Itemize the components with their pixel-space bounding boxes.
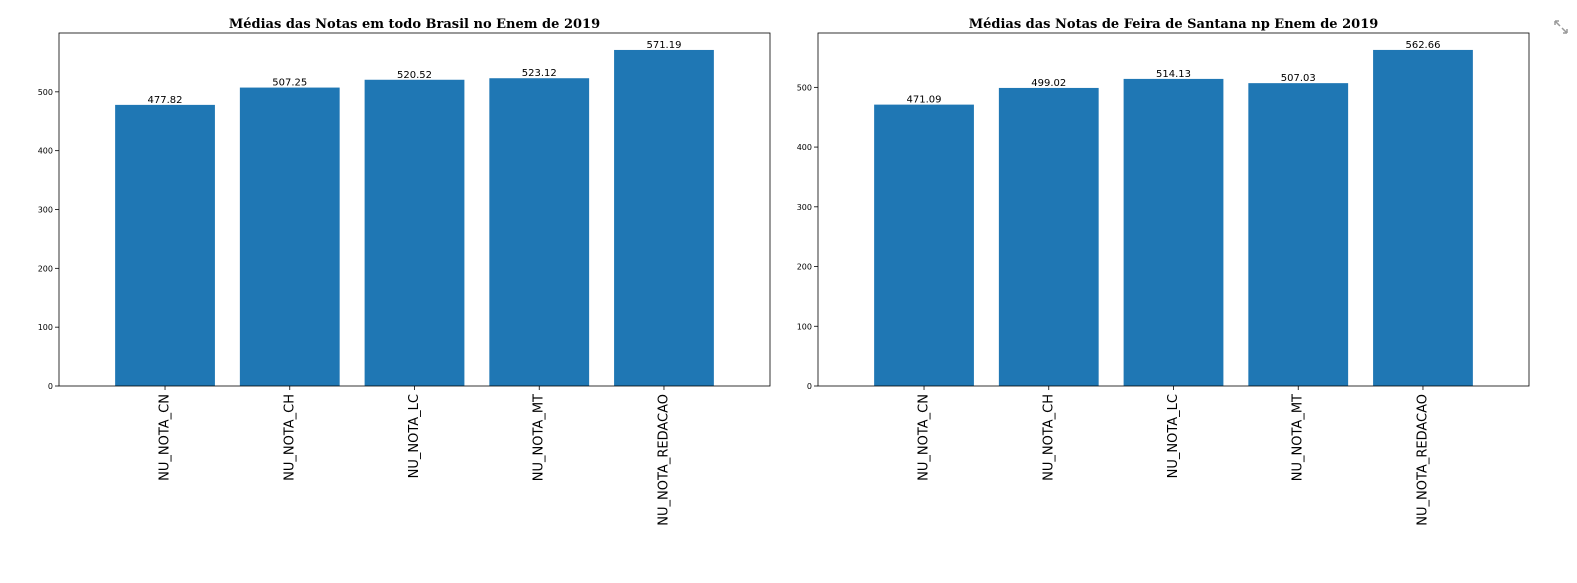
chart-brasil: Médias das Notas em todo Brasil no Enem … [38,17,771,526]
y-tick-label: 300 [797,203,812,212]
x-tick-label: NU_NOTA_REDACAO [656,394,671,526]
chart-feira-de-santana: Médias das Notas de Feira de Santana np … [797,17,1530,526]
data-label: 507.03 [1281,73,1316,84]
bar [874,104,974,387]
x-tick-label: NU_NOTA_CN [917,394,932,481]
data-label: 499.02 [1031,78,1066,89]
y-axis-feira: 0 100 200 300 400 500 [797,83,818,391]
chart-title-feira: Médias das Notas de Feira de Santana np … [969,17,1379,32]
chart-title-brasil: Médias das Notas em todo Brasil no Enem … [229,17,600,32]
y-tick-label: 500 [797,83,812,92]
data-label: 523.12 [522,68,557,79]
bars-feira: 471.09 499.02 514.13 507.03 562.66 [874,40,1473,387]
y-tick-label: 400 [38,147,53,156]
bar [614,49,714,386]
expand-icon[interactable] [1553,19,1569,35]
data-label: 562.66 [1405,40,1440,51]
axes-frame-brasil [58,32,771,387]
data-label: 571.19 [646,40,681,51]
bar [489,78,590,386]
bar [1373,49,1473,387]
bar [998,87,1099,386]
bar [1248,83,1349,387]
y-tick-label: 0 [48,382,53,391]
y-tick-label: 200 [38,264,53,273]
bar [364,79,465,386]
bar [1123,78,1224,386]
y-tick-label: 0 [807,382,812,391]
x-tick-label: NU_NOTA_MT [532,394,547,481]
bar [239,87,340,386]
y-tick-label: 500 [38,88,53,97]
data-label: 477.82 [148,95,183,106]
x-tick-label: NU_NOTA_MT [1291,394,1306,481]
x-axis-feira: NU_NOTA_CN NU_NOTA_CH NU_NOTA_LC NU_NOTA_MT… [917,386,1430,526]
x-tick-label: NU_NOTA_LC [1166,394,1181,478]
x-tick-label: NU_NOTA_LC [407,394,422,478]
y-tick-label: 400 [797,143,812,152]
x-axis-brasil: NU_NOTA_CN NU_NOTA_CH NU_NOTA_LC NU_NOTA_MT… [158,386,671,526]
x-tick-label: NU_NOTA_CH [282,394,297,481]
data-label: 507.25 [272,78,307,89]
data-label: 471.09 [907,95,942,106]
x-tick-label: NU_NOTA_CH [1041,394,1056,481]
data-label: 520.52 [397,70,432,81]
y-tick-label: 200 [797,263,812,272]
y-tick-label: 100 [797,322,812,331]
y-tick-label: 300 [38,206,53,215]
axes-frame-feira [817,32,1530,387]
bars-brasil: 477.82 507.25 520.52 523.12 571.19 [115,40,714,386]
bar [115,104,215,386]
y-axis-brasil: 0 100 200 300 400 500 [38,88,59,391]
y-tick-label: 100 [38,323,53,332]
data-label: 514.13 [1156,69,1191,80]
x-tick-label: NU_NOTA_REDACAO [1415,394,1430,526]
x-tick-label: NU_NOTA_CN [158,394,173,481]
